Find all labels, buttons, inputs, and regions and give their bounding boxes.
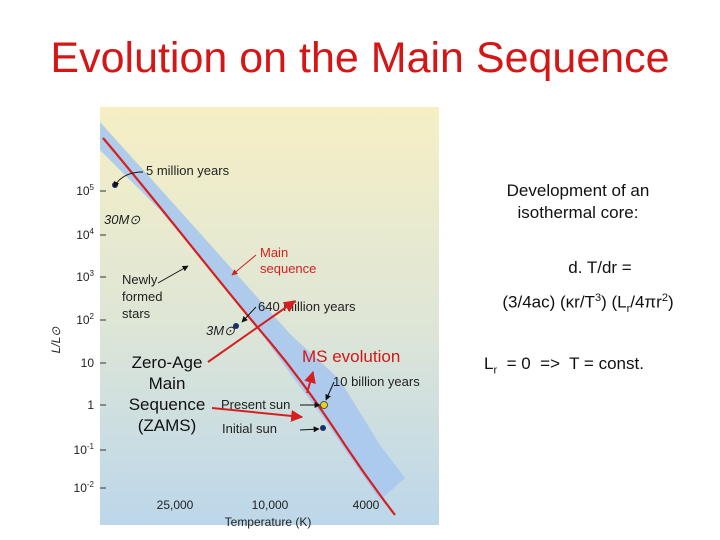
label-present-sun: Present sun [221, 397, 290, 412]
label-3msun: 3M⊙ [206, 323, 235, 338]
zams-line: Main [148, 374, 186, 393]
label-30msun: 30M⊙ [104, 212, 140, 227]
zams-line: Zero-Age [131, 353, 203, 372]
y-tick-label: 105 [76, 183, 94, 198]
slide-title: Evolution on the Main Sequence [50, 34, 670, 82]
label-640-million: 640 million years [258, 299, 356, 314]
y-tick-label: 103 [76, 269, 94, 284]
label-newly-formed: formed [122, 289, 162, 304]
kappa-symbol: κ [565, 292, 575, 312]
arrow-640-million [241, 306, 257, 323]
arrow-zams [211, 407, 304, 422]
initial-sun-dot [320, 425, 326, 431]
development-line: Development of an [506, 181, 650, 200]
arrow-main-sequence [231, 254, 257, 276]
x-axis-label: Temperature (K) [225, 515, 312, 529]
label-main-sequence: sequence [260, 261, 316, 276]
y-tick-label: 10 [81, 356, 95, 370]
zams-line: Sequence [128, 395, 206, 414]
main-sequence-line [102, 137, 396, 516]
arrow-newly-formed [157, 265, 189, 284]
arrow-ten-billion [325, 381, 335, 401]
y-axis-label: L/L⊙ [49, 326, 63, 354]
label-ten-billion: 10 billion years [333, 374, 420, 389]
label-initial-sun: Initial sun [222, 421, 277, 436]
arrow-five-million [113, 171, 144, 188]
y-tick-label: 102 [76, 312, 94, 327]
arrow-zams [207, 300, 296, 363]
equation: (3/4ac) (κr/T3) (Lr/4πr2) [502, 292, 674, 316]
zams-line: (ZAMS) [137, 416, 197, 435]
x-tick-label: 25,000 [157, 498, 194, 512]
pi-symbol: π [644, 292, 657, 312]
present-sun-dot [320, 401, 328, 409]
y-tick-label: 10-1 [74, 442, 95, 457]
y-tick-label: 10-2 [74, 480, 95, 495]
arrow-initial-sun [299, 426, 320, 433]
ms-evolution-annotation: MS evolution [302, 347, 401, 366]
label-newly-formed: stars [122, 306, 151, 321]
y-tick-label: 1 [87, 398, 94, 412]
arrow-ms-evolution [304, 370, 316, 394]
isothermal-condition: Lr = 0 => T = const. [484, 354, 644, 377]
gradient-text: d. T/dr = [568, 258, 632, 277]
label-five-million: 5 million years [146, 163, 230, 178]
development-line: isothermal core: [517, 203, 639, 222]
y-tick-label: 104 [76, 227, 94, 242]
x-tick-label: 4000 [353, 498, 380, 512]
label-newly-formed: Newly [122, 272, 158, 287]
zams-annotation: Zero-Age Main Sequence (ZAMS) [112, 352, 222, 436]
development-text: Development of an isothermal core: [468, 180, 688, 224]
star-3msun-dot [233, 323, 239, 329]
label-main-sequence: Main [260, 245, 288, 260]
y-axis [100, 190, 106, 489]
x-tick-label: 10,000 [252, 498, 289, 512]
